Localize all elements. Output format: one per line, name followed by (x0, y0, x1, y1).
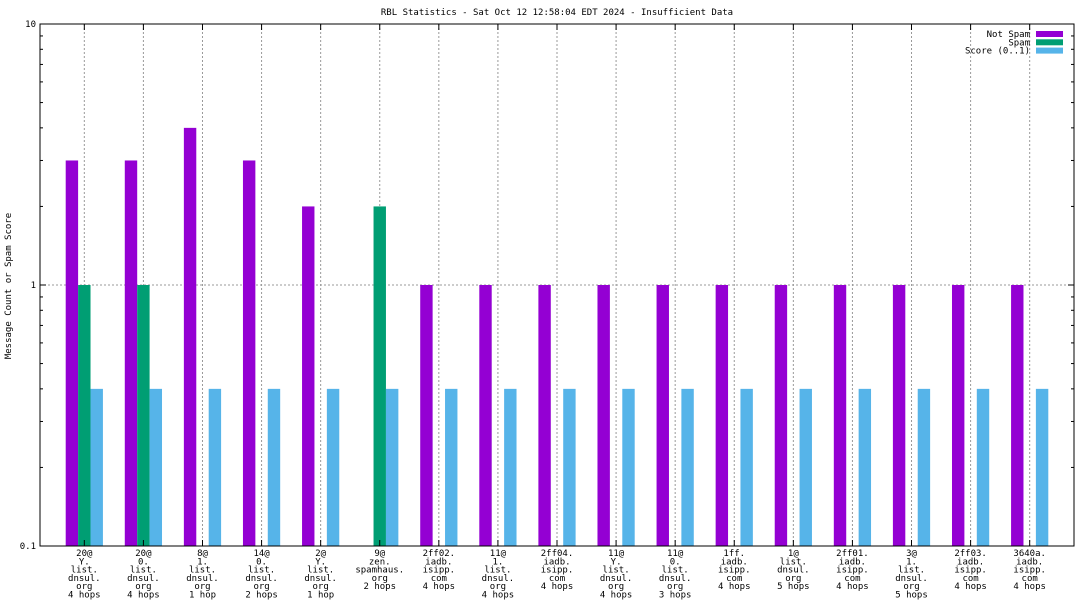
x-tick-label: 14@ 0. list. dnsul. org 2 hops (245, 549, 278, 601)
x-tick-label: 11@ 0. list. dnsul. org 3 hops (659, 549, 692, 601)
x-tick-label: 3640a. iadb. isipp. com 4 hops (1013, 549, 1046, 592)
legend-label: Not Spam (987, 30, 1030, 40)
x-tick-label: 11@ 1. list. dnsul. org 4 hops (482, 549, 515, 601)
bar-not-spam (774, 285, 788, 546)
x-tick-label: 1ff. iadb. isipp. com 4 hops (718, 549, 751, 592)
bar-score-0-1 (622, 388, 635, 546)
x-tick-label: 9@ zen. spamhaus. org 2 hops (355, 549, 404, 592)
y-tick-label: 0.1 (20, 542, 36, 552)
y-axis-label: Message Count or Spam Score (4, 213, 14, 359)
bar-spam (78, 285, 91, 546)
bar-score-0-1 (504, 388, 517, 546)
bar-score-0-1 (917, 388, 931, 546)
legend-label: Score (0..1) (965, 47, 1030, 57)
bar-score-0-1 (326, 388, 340, 546)
bar-not-spam (951, 285, 965, 546)
bar-not-spam (538, 285, 551, 546)
x-tick-label: 2ff02. iadb. isipp. com 4 hops (423, 549, 456, 592)
bar-score-0-1 (267, 388, 281, 546)
bar-not-spam (420, 285, 433, 546)
bar-score-0-1 (208, 388, 222, 546)
bar-score-0-1 (858, 388, 872, 546)
bar-score-0-1 (90, 388, 103, 546)
bar-score-0-1 (976, 388, 990, 546)
chart-title: RBL Statistics - Sat Oct 12 12:58:04 EDT… (381, 8, 733, 18)
bar-not-spam (479, 285, 492, 546)
bar-score-0-1 (149, 388, 163, 546)
x-tick-label: 20@ Y. list. dnsul. org 4 hops (68, 549, 101, 601)
plot-frame (39, 23, 1075, 547)
y-tick-label: 1 (31, 281, 36, 291)
bar-not-spam (302, 206, 315, 547)
bar-score-0-1 (740, 388, 753, 546)
bar-not-spam (124, 160, 138, 546)
x-tick-label: 2ff04. iadb. isipp. com 4 hops (541, 549, 574, 592)
bar-score-0-1 (445, 388, 458, 546)
bar-not-spam (183, 127, 197, 547)
bar-not-spam (65, 160, 79, 546)
legend-swatch (1036, 31, 1063, 37)
bar-spam (373, 206, 386, 547)
bars (65, 127, 1049, 547)
y-tick-label: 10 (25, 20, 36, 30)
bar-score-0-1 (681, 388, 694, 546)
x-tick-label: 20@ 0. list. dnsul. org 4 hops (127, 549, 160, 601)
bar-not-spam (656, 285, 669, 546)
legend-swatch (1036, 47, 1063, 54)
x-tick-label: 2ff03. iadb. isipp. com 4 hops (954, 549, 987, 592)
x-tick-label: 11@ Y. list. dnsul. org 4 hops (600, 549, 633, 601)
bar-score-0-1 (385, 388, 399, 546)
bar-score-0-1 (799, 388, 812, 546)
legend-label: Spam (1008, 38, 1030, 48)
bar-not-spam (715, 285, 729, 546)
bar-spam (137, 285, 150, 546)
axis-ticks: 0.1 1 10 20@ Y. list. dnsul. org 4 hops 20@ 0. list… (20, 20, 1074, 601)
x-tick-label: 2@ Y. list. dnsul. org 1 hop (304, 549, 337, 601)
x-tick-label: 2ff01. iadb. isipp. com 4 hops (836, 549, 869, 592)
x-tick-label: 8@ 1. list. dnsul. org 1 hop (186, 549, 219, 601)
bar-score-0-1 (563, 388, 576, 546)
bar-not-spam (833, 285, 847, 546)
bar-not-spam (892, 285, 906, 546)
bar-not-spam (597, 285, 610, 546)
bar-not-spam (242, 160, 256, 546)
x-tick-label: 1@ list. dnsul. org 5 hops (777, 549, 810, 592)
x-tick-label: 3@ 1. list. dnsul. org 5 hops (895, 549, 928, 601)
bar-not-spam (1011, 285, 1024, 546)
bar-score-0-1 (1035, 388, 1049, 546)
legend-swatch (1036, 39, 1063, 46)
